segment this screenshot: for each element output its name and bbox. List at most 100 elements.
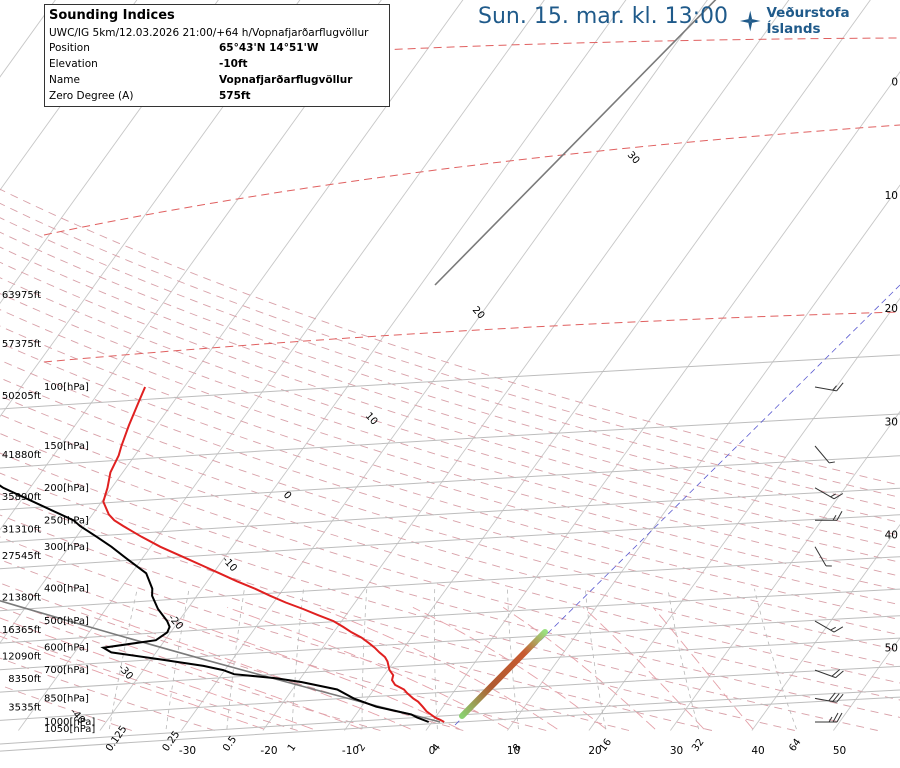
- moist-adiabat-line: [317, 606, 558, 730]
- height-label: 12090ft: [2, 652, 41, 663]
- dry-adiabat-line: [0, 293, 900, 577]
- dry-adiabat-line: [0, 493, 795, 731]
- info-row-position: Position 65°43'N 14°51'W: [49, 40, 385, 56]
- height-label: 21380ft: [2, 593, 41, 604]
- isotherm-line: [751, 524, 900, 731]
- isobar-line: [0, 354, 900, 410]
- dry-adiabat-line: [0, 359, 900, 636]
- isobar-line: [0, 455, 900, 511]
- wind-barb: [814, 669, 844, 679]
- isotherm-label: -20: [260, 745, 277, 757]
- barb-flag: [836, 511, 843, 521]
- isotherm-label: 0: [891, 77, 898, 89]
- height-label: 41880ft: [2, 450, 41, 461]
- mixing-ratio-label: 8: [511, 742, 524, 754]
- boundary-layer-bar: [459, 629, 548, 719]
- parcel-curve: [0, 599, 441, 723]
- barb-flag: [836, 693, 844, 703]
- moist-adiabat-line: [652, 607, 754, 730]
- wind-barb: [814, 382, 844, 392]
- info-row-elevation: Elevation -10ft: [49, 56, 385, 72]
- tropopause-ref-line: [199, 37, 900, 61]
- info-row-zero-degree: Zero Degree (A) 575ft: [49, 88, 385, 104]
- height-label: 27545ft: [2, 551, 41, 562]
- isotherm-label: 30: [670, 745, 683, 757]
- isobar-line: [0, 413, 900, 469]
- mixing-ratio-line: [226, 588, 245, 730]
- barb-flag: [831, 669, 841, 677]
- height-label: 35890ft: [2, 492, 41, 503]
- mixing-ratio-line: [507, 588, 519, 730]
- barb-staff: [814, 669, 836, 679]
- dry-adiabat-line: [0, 433, 900, 701]
- row-key: Name: [49, 74, 80, 86]
- row-key: Elevation: [49, 58, 98, 70]
- brand-logo: Veðurstofa Íslands: [738, 5, 900, 37]
- panel-title: Sounding Indices: [49, 8, 175, 23]
- mixing-ratio-label: 2: [356, 742, 369, 754]
- isotherm-label: 40: [751, 745, 764, 757]
- isobar-line: [0, 637, 900, 693]
- brand-name: Veðurstofa Íslands: [766, 5, 850, 37]
- moist-adiabat-line: [81, 606, 411, 730]
- moist-adiabat-label: -10: [220, 555, 239, 575]
- isotherm-line: [833, 637, 900, 731]
- height-label: 50205ft: [2, 391, 41, 402]
- pressure-label: 700[hPa]: [44, 665, 89, 676]
- dewpoint-curve: [0, 484, 430, 723]
- mixing-ratio-line: [433, 588, 438, 730]
- barb-flag: [833, 493, 844, 500]
- dry-adiabat-line: [0, 231, 900, 523]
- isotherm-line: [18, 0, 545, 731]
- barb-flag: [825, 565, 832, 567]
- dry-adiabat-line: [0, 277, 900, 563]
- mixing-ratio-label: 4: [430, 742, 443, 754]
- wind-barb: [815, 511, 843, 521]
- isotherm-line: [0, 0, 219, 305]
- barb-flag: [832, 385, 837, 391]
- row-key: Zero Degree (A): [49, 90, 134, 102]
- sounding-indices-panel: Sounding Indices UWC/IG 5km/12.03.2026 2…: [44, 4, 390, 107]
- moist-adiabat-line: [0, 635, 265, 730]
- barb-flag: [830, 493, 836, 498]
- dry-adiabat-line: [0, 202, 900, 498]
- dry-adiabat-line: [0, 309, 900, 591]
- dry-adiabat-line: [0, 342, 900, 621]
- isotherm-label: 10: [507, 745, 520, 757]
- moist-adiabat-line: [227, 606, 509, 730]
- isotherm-line: [588, 297, 900, 731]
- isobar-line: [0, 615, 900, 671]
- dry-adiabat-line: [0, 559, 547, 731]
- barb-flag: [832, 515, 837, 521]
- temperature-curve: [102, 386, 445, 723]
- barb-staff: [814, 546, 827, 567]
- mixing-ratio-label: 0.5: [221, 734, 239, 753]
- pressure-label: 400[hPa]: [44, 584, 89, 595]
- row-value: 65°43'N 14°51'W: [219, 42, 319, 54]
- row-value: 575ft: [219, 90, 251, 102]
- row-value: -10ft: [219, 58, 248, 70]
- height-label: 3535ft: [8, 702, 41, 713]
- moist-adiabat-line: [582, 607, 705, 730]
- wind-barb: [814, 620, 844, 633]
- mixing-ratio-line: [667, 588, 700, 730]
- isobar-line: [0, 696, 900, 752]
- height-label: 31310ft: [2, 524, 41, 535]
- mixing-ratio-line: [361, 588, 368, 730]
- profile-layer: [0, 0, 844, 723]
- dry-adiabat-line: [0, 188, 900, 486]
- mixing-ratio-label: 64: [787, 737, 803, 754]
- barb-flag: [828, 716, 833, 723]
- isotherm-line: [425, 71, 900, 731]
- wind-barb: [814, 445, 835, 464]
- isobar-line: [0, 665, 900, 721]
- mixing-ratio-label: 1: [286, 742, 299, 754]
- mixing-ratio-line: [584, 588, 607, 730]
- barb-flag: [832, 712, 839, 723]
- moist-adiabat-line: [148, 606, 460, 730]
- label-layer: 1050[hPa]1000[hPa] 850[hPa] 700[hPa] 600[hP…: [2, 77, 898, 757]
- pressure-label: 250[hPa]: [44, 515, 89, 526]
- dry-adiabat-line: [0, 472, 878, 731]
- isotherm-label: 50: [833, 745, 846, 757]
